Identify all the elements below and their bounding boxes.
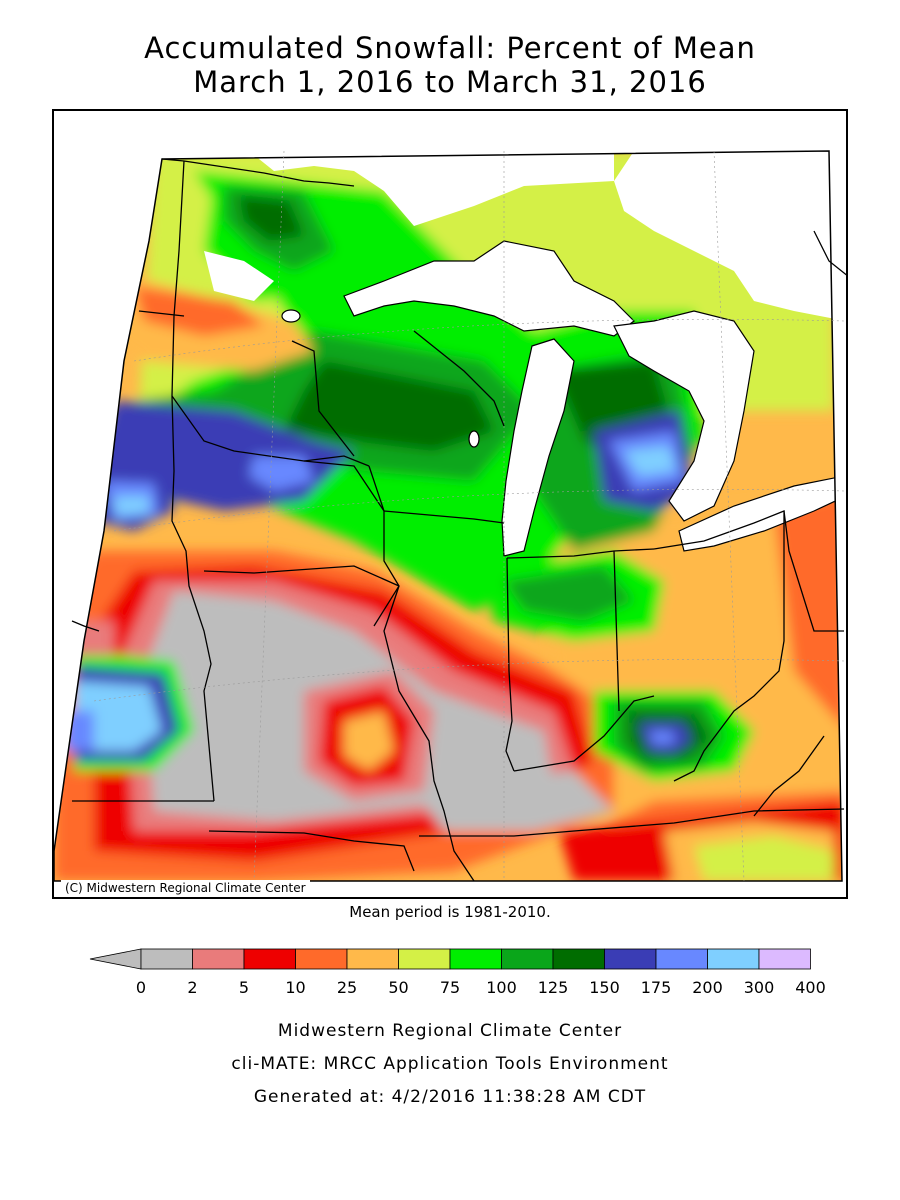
- ky-tn-border: [419, 808, 845, 837]
- copyright-credit: (C) Midwestern Regional Climate Center: [61, 880, 310, 895]
- map-title-line-1: Accumulated Snowfall: Percent of Mean: [144, 31, 756, 65]
- legend-swatch: [346, 948, 399, 970]
- footer-organization: Midwestern Regional Climate Center: [277, 1021, 623, 1041]
- legend-swatch: [243, 948, 296, 970]
- canada-north-blank: [249, 151, 614, 226]
- legend-swatch: [707, 948, 760, 970]
- lake-huron: [613, 310, 755, 522]
- ontario-canada-blank: [614, 151, 842, 321]
- snowfall-map: [54, 150, 846, 882]
- va-border: [753, 735, 825, 817]
- legend-label: 5: [239, 978, 249, 997]
- legend-swatch: [192, 948, 245, 970]
- legend-label: 400: [795, 978, 826, 997]
- ne-west-border: [71, 620, 100, 632]
- il-in-border: [505, 557, 515, 772]
- legend-swatch: [140, 948, 193, 970]
- legend-label: 150: [589, 978, 620, 997]
- mn-sd-ia-ne-border: [171, 395, 215, 802]
- snowfall-field: [54, 151, 842, 881]
- ontario-quebec-border: [813, 230, 846, 276]
- legend-swatch: [552, 948, 605, 970]
- legend-swatch: [758, 948, 811, 970]
- legend-swatch: [295, 948, 348, 970]
- red-lake: [281, 309, 301, 323]
- oh-pa-wv-border: [653, 510, 785, 782]
- legend-bar: [89, 948, 811, 970]
- mo-ar-border: [208, 830, 415, 872]
- legend-below-min-arrow: [89, 948, 142, 970]
- legend-swatch: [655, 948, 708, 970]
- legend-label: 200: [692, 978, 723, 997]
- legend-label: 10: [285, 978, 305, 997]
- map-title-line-2: March 1, 2016 to March 31, 2016: [193, 65, 707, 99]
- lake-michigan: [501, 338, 575, 557]
- footer-tool-name: cli-MATE: MRCC Application Tools Environ…: [231, 1054, 669, 1074]
- legend-swatch: [604, 948, 657, 970]
- mean-period-note: Mean period is 1981-2010.: [349, 903, 551, 921]
- legend-swatch: [398, 948, 451, 970]
- wi-il-border: [383, 510, 505, 524]
- legend-label: 75: [440, 978, 460, 997]
- lake-winnebago: [468, 430, 480, 448]
- legend-label: 25: [337, 978, 357, 997]
- lake-erie: [678, 475, 842, 552]
- footer-generated-time: Generated at: 4/2/2016 11:38:28 AM CDT: [253, 1087, 647, 1107]
- sd-border-upper: [171, 395, 370, 467]
- us-canada-border-west: [161, 158, 355, 187]
- mn-wi-border: [368, 465, 400, 627]
- wi-mi-up-border: [413, 330, 505, 427]
- lat-lon-grid: [93, 150, 845, 882]
- lake-of-the-woods-blank: [204, 251, 274, 301]
- in-ky-border: [513, 695, 655, 772]
- ia-mo-border: [203, 565, 400, 587]
- pa-border: [783, 510, 844, 632]
- map-frame: (C) Midwestern Regional Climate Center: [52, 109, 848, 899]
- in-oh-border: [613, 550, 620, 712]
- mo-il-border: [383, 585, 475, 882]
- legend-label: 300: [744, 978, 775, 997]
- legend-labels: 0 2 5 10 25 50 75 100 125 150 175 200 300 400: [136, 978, 826, 997]
- great-lakes: [204, 151, 842, 557]
- state-boundaries: [71, 158, 846, 882]
- legend-label: 100: [486, 978, 517, 997]
- color-legend: 0 2 5 10 25 50 75 100 125 150 175 200 300 400: [89, 948, 826, 997]
- legend-swatch: [449, 948, 502, 970]
- legend-label: 50: [388, 978, 408, 997]
- nd-sd-border: [138, 310, 185, 317]
- legend-swatch: [501, 948, 554, 970]
- legend-label: 125: [538, 978, 569, 997]
- mn-wi-upper-border: [291, 340, 355, 457]
- map-domain-outline: [54, 150, 843, 882]
- mn-ia-border: [303, 460, 385, 512]
- nd-mn-border: [171, 160, 185, 397]
- legend-label: 2: [187, 978, 197, 997]
- legend-label: 0: [136, 978, 146, 997]
- legend-label: 175: [641, 978, 672, 997]
- in-mi-border: [506, 548, 655, 559]
